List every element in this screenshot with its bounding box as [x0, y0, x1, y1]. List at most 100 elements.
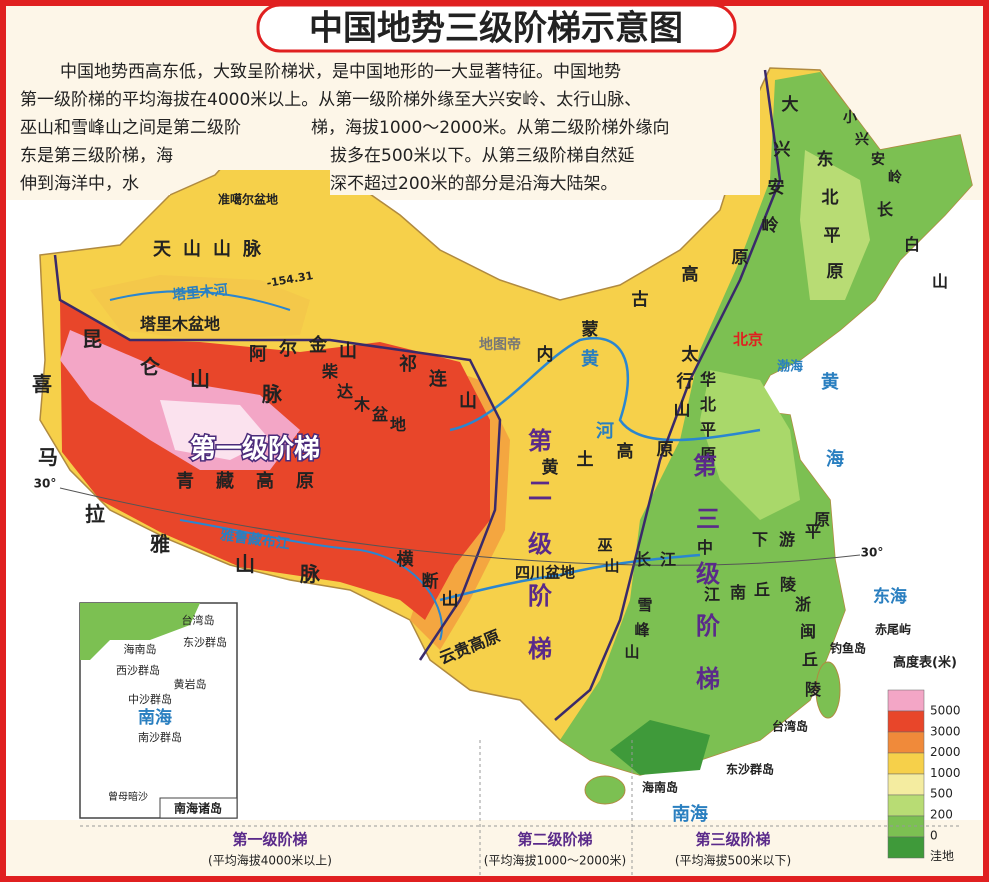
inset-land	[80, 603, 200, 660]
description-line: 伸到海洋中，水	[20, 174, 139, 194]
step-boundary	[53, 254, 502, 661]
inset-label: 东沙群岛	[183, 635, 227, 649]
map-label: 黄海	[821, 371, 844, 470]
legend-label: 0	[930, 828, 938, 842]
map-label: 地图帝	[479, 336, 521, 353]
map-label: 第一级阶梯	[190, 434, 320, 465]
legend-swatch	[887, 815, 925, 838]
text-area	[6, 55, 760, 195]
taiwan	[815, 661, 841, 719]
map-label: 东北平原	[817, 149, 844, 282]
map-label: 钓鱼岛	[830, 641, 866, 656]
map-label: 黄土高原	[542, 440, 674, 478]
map-label: 台湾岛	[772, 719, 808, 734]
map-label: 黄河	[581, 348, 614, 442]
legend-label: 3000	[930, 724, 961, 738]
basin-tarim	[90, 275, 310, 340]
legend-label: 5000	[930, 704, 961, 718]
description-line: 东是第三级阶梯，海	[20, 146, 173, 166]
title: 中国地势三级阶梯示意图	[309, 9, 683, 49]
title-banner	[256, 3, 737, 53]
map-label: 准噶尔盆地	[218, 192, 278, 207]
river	[109, 290, 291, 311]
description-line: 深不超过200米的部分是沿海大陆架。	[330, 174, 617, 194]
hainan	[584, 775, 626, 805]
legend-swatch	[887, 773, 925, 796]
map-label: 巫山	[597, 536, 619, 575]
map-label: 江南丘陵	[704, 575, 797, 604]
footer-name: 第一级阶梯	[232, 831, 307, 849]
inset-title: 南海诸岛	[174, 801, 222, 816]
description-line: 第一级阶梯的平均海拔在4000米以上。从第一级阶梯外缘至大兴安岭、太行山脉、	[20, 90, 641, 110]
legend-label: 500	[930, 787, 953, 801]
map-label: 阿尔金山	[249, 334, 357, 365]
description-line: 巫山和雪峰山之间是第二级阶	[20, 118, 241, 138]
map-label: 大兴安岭	[762, 94, 799, 236]
plain-northeast	[800, 150, 870, 300]
map-label: 30°	[861, 546, 884, 560]
map-label: 海南岛	[642, 780, 678, 795]
map-label: 昆仑 山脉	[82, 327, 283, 406]
inset-label: 西沙群岛	[116, 663, 160, 677]
high-plateau-core	[160, 400, 270, 460]
legend-label: 2000	[930, 745, 961, 759]
map-label: 华北平原	[700, 370, 716, 464]
map-label: 长白山	[877, 200, 948, 291]
footer-note: (平均海拔500米以下)	[675, 853, 791, 868]
map-label: 第三级阶梯	[693, 452, 720, 693]
footer-name: 第二级阶梯	[517, 831, 592, 849]
legend-swatch	[887, 689, 925, 712]
map-label: 北京	[733, 331, 763, 349]
description-line: 拔多在500米以下。从第三级阶梯自然延	[330, 146, 634, 166]
map-label: 30°	[34, 477, 57, 491]
plain-north-china	[700, 370, 800, 520]
map-label: 小兴安岭	[843, 110, 902, 186]
map-label: 第二级阶梯	[528, 427, 552, 663]
map-label: 东沙群岛	[726, 762, 774, 777]
map-label: 天山山脉	[153, 238, 262, 260]
map-label: 南海	[672, 803, 708, 825]
map-label: 横断山	[397, 549, 459, 610]
inset-label: 台湾岛	[182, 613, 215, 627]
map-label: 渤海	[777, 359, 803, 375]
inset-label: 曾母暗沙	[108, 790, 148, 803]
legend-label: 洼地	[930, 849, 954, 863]
footer-note: (平均海拔1000～2000米)	[484, 853, 626, 868]
lowland	[610, 720, 710, 775]
inset-label: 南海	[138, 707, 172, 728]
map-label: 塔里木河	[171, 281, 228, 304]
map-label: 东海	[873, 586, 907, 607]
legend-swatch	[887, 794, 925, 817]
map-label: 雪峰山	[624, 596, 652, 661]
map-label: 祁连山	[399, 353, 477, 412]
map-label: 柴达木盆地	[321, 362, 406, 434]
map-label: 内蒙古高原	[537, 248, 749, 365]
footer-name: 第三级阶梯	[695, 831, 770, 849]
legend-label: 1000	[930, 766, 961, 780]
description-line: 梯，海拔1000～2000米。从第二级阶梯外缘向	[311, 118, 670, 138]
legend-swatch	[887, 836, 925, 859]
latitude-line	[59, 487, 861, 566]
map-label: 塔里木盆地	[140, 315, 220, 334]
legend-swatch	[887, 731, 925, 754]
map-label: 四川盆地	[515, 564, 575, 582]
description-line: 中国地势西高东低，大致呈阶梯状，是中国地形的一大显著特征。中国地势	[60, 62, 621, 82]
map-label: 浙闽丘陵	[795, 595, 822, 699]
map-label: 长江中下游平原	[635, 510, 830, 569]
river	[449, 337, 761, 442]
legend-swatch	[887, 710, 925, 733]
river	[179, 519, 443, 641]
step-boundary	[554, 69, 782, 721]
inset-label: 海南岛	[124, 642, 157, 656]
legend-title: 高度表(米)	[893, 655, 957, 671]
footer-note: (平均海拔4000米以上)	[208, 853, 332, 868]
river	[439, 553, 701, 602]
legend-label: 200	[930, 808, 953, 822]
legend-swatch	[887, 752, 925, 775]
map-label: 太行山	[674, 344, 700, 420]
inset-label: 中沙群岛	[128, 692, 172, 706]
